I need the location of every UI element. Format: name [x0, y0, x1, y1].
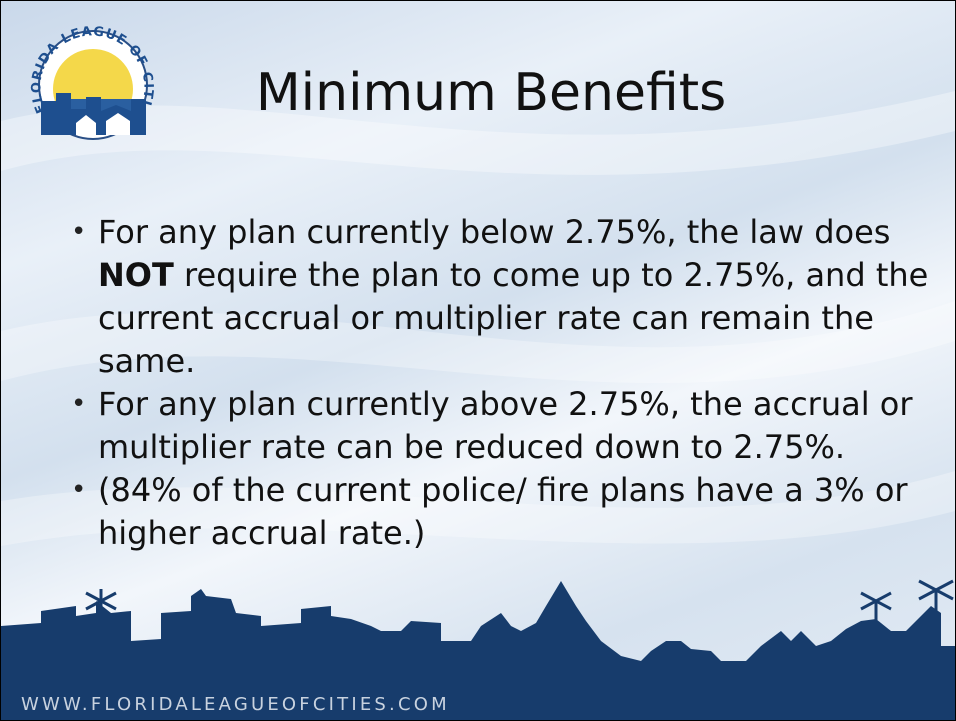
- text: For any plan currently above 2.75%, the …: [98, 385, 913, 466]
- bullet: For any plan currently below 2.75%, the …: [71, 211, 941, 383]
- bullet-list: For any plan currently below 2.75%, the …: [71, 211, 941, 555]
- text: require the plan to come up to 2.75%, an…: [98, 256, 928, 380]
- footer-url: WWW.FLORIDALEAGUEOFCITIES.COM: [21, 694, 450, 715]
- emphasis: NOT: [98, 256, 174, 294]
- text: (84% of the current police/ fire plans h…: [98, 471, 908, 552]
- slide: FLORIDA LEAGUE OF CITIES, INC Minimum Be…: [0, 0, 956, 721]
- bullet: For any plan currently above 2.75%, the …: [71, 383, 941, 469]
- slide-title: Minimum Benefits: [181, 63, 801, 123]
- bullet: (84% of the current police/ fire plans h…: [71, 469, 941, 555]
- text: For any plan currently below 2.75%, the …: [98, 213, 890, 251]
